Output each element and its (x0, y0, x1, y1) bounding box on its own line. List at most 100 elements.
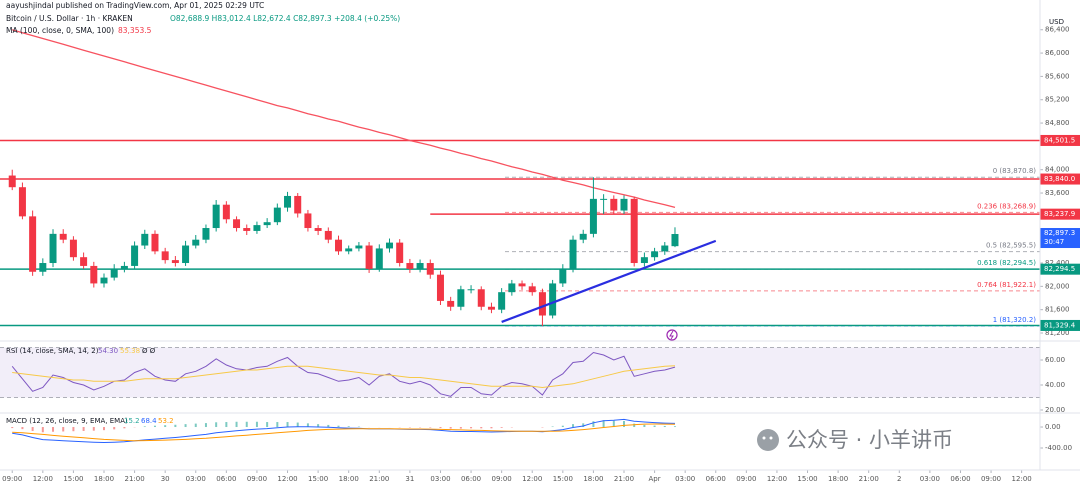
candle-body (39, 263, 47, 272)
currency: USD (1049, 18, 1064, 26)
macd-histogram-bar (306, 423, 309, 428)
x-tick-label: 06:00 (706, 475, 726, 483)
symbol: Bitcoin / U.S. Dollar · 1h · KRAKEN (6, 14, 133, 23)
level-box (1040, 208, 1080, 220)
signal-value: 53.2 (158, 417, 174, 425)
candle-body (661, 245, 669, 252)
macd-histogram-bar (317, 424, 320, 428)
rsi-band (0, 347, 1040, 398)
macd-histogram-bar (31, 427, 34, 431)
macd-histogram-bar (184, 424, 187, 428)
candle-body (610, 198, 618, 211)
last-price-box (1040, 228, 1080, 249)
macd-histogram-bar (633, 423, 636, 428)
x-tick-label: 06:00 (950, 475, 970, 483)
level-box (1040, 263, 1080, 275)
rsi-title: RSI (14, close, SMA, 14, 2) (6, 347, 99, 355)
macd-histogram-bar (480, 427, 483, 429)
candle-body (212, 204, 220, 229)
alert-icon (666, 329, 678, 341)
level-label: 81,329.4 (1044, 321, 1076, 329)
candle-body (447, 300, 455, 307)
x-tick-label: 09:00 (247, 475, 267, 483)
x-tick-label: 09:00 (492, 475, 512, 483)
last-price-label: 82,897.3 (1044, 229, 1075, 237)
marks: 86,400 86,000 85,600 85,200 84,800 84,000 83,6… (0, 26, 1080, 483)
y-tick-label: 40.00 (1045, 381, 1065, 389)
macd-histogram-bar (143, 426, 146, 428)
macd-histogram-bar (235, 421, 238, 428)
level-box (1040, 319, 1080, 331)
candle-body (467, 289, 475, 291)
x-tick-label: 09:00 (981, 475, 1001, 483)
macd-title: MACD (12, 26, close, 9, EMA, EMA) (6, 417, 128, 425)
x-tick-label: 18:00 (94, 475, 114, 483)
macd-histogram-bar (449, 427, 452, 429)
candle-body (498, 292, 506, 310)
macd-histogram-bar (255, 421, 258, 428)
candle-body (8, 175, 16, 188)
macd-histogram-bar (490, 427, 493, 429)
macd-histogram-bar (286, 422, 289, 428)
signal-line (12, 423, 676, 442)
x-tick-label: 03:00 (430, 475, 450, 483)
macd-histogram-bar (52, 427, 55, 432)
macd-histogram-bar (164, 425, 167, 428)
candle-body (182, 245, 190, 264)
watermark: 公众号 · 小羊讲币 (757, 428, 953, 452)
candle-body (49, 233, 57, 264)
candle-body (192, 239, 200, 246)
x-tick-label: Apr (649, 475, 661, 483)
level-box (1040, 134, 1080, 146)
candle-body (549, 283, 557, 316)
macd-histogram-bar (62, 427, 65, 432)
x-tick-label: 18:00 (828, 475, 848, 483)
candle-body (18, 187, 26, 217)
x-tick-label: 21:00 (124, 475, 144, 483)
candle-body (324, 230, 332, 240)
level-box (1040, 173, 1080, 185)
y-tick-label: 82,000 (1045, 282, 1070, 290)
candle-body (518, 283, 526, 287)
y-tick-label: 85,200 (1045, 96, 1070, 104)
x-tick-label: 09:00 (2, 475, 22, 483)
x-tick-label: 15:00 (553, 475, 573, 483)
macd-histogram-bar (582, 423, 585, 428)
macd-histogram-bar (500, 427, 503, 428)
candle-body (508, 283, 516, 293)
y-tick-label: 81,200 (1045, 329, 1070, 337)
rsi-flags: Ø Ø (142, 347, 156, 355)
candle-body (171, 260, 179, 264)
candle-body (335, 239, 343, 252)
candle-body (365, 245, 373, 269)
macd-histogram-bar (470, 427, 473, 429)
y-tick-label: 84,000 (1045, 166, 1070, 174)
candle-body (284, 195, 292, 208)
x-tick-label: 03:00 (675, 475, 695, 483)
x-tick-label: 21:00 (859, 475, 879, 483)
x-tick-label: 12:00 (522, 475, 542, 483)
countdown: 30:47 (1044, 238, 1064, 246)
macd-histogram-bar (72, 427, 75, 432)
candle-body (100, 277, 108, 284)
macd-histogram-bar (11, 427, 14, 429)
candle-body (161, 251, 169, 261)
macd-histogram-bar (429, 427, 432, 428)
candle-body (569, 239, 577, 269)
candle-body (131, 245, 139, 266)
candle-body (59, 233, 67, 240)
macd-histogram-bar (215, 422, 218, 428)
macd-histogram-bar (194, 423, 197, 428)
macd-histogram-bar (174, 424, 177, 428)
candle-body (243, 228, 251, 231)
macd-histogram-bar (653, 425, 656, 428)
x-tick-label: 06:00 (216, 475, 236, 483)
macd-histogram-bar (204, 423, 207, 428)
macd-histogram-bar (113, 427, 116, 430)
candle-body (120, 265, 128, 269)
x-tick-label: 31 (405, 475, 414, 483)
x-tick-label: 30 (161, 475, 170, 483)
fib-label: 0 (83,870.8) (993, 167, 1037, 175)
candle-body (579, 233, 587, 240)
x-tick-label: 03:00 (186, 475, 206, 483)
